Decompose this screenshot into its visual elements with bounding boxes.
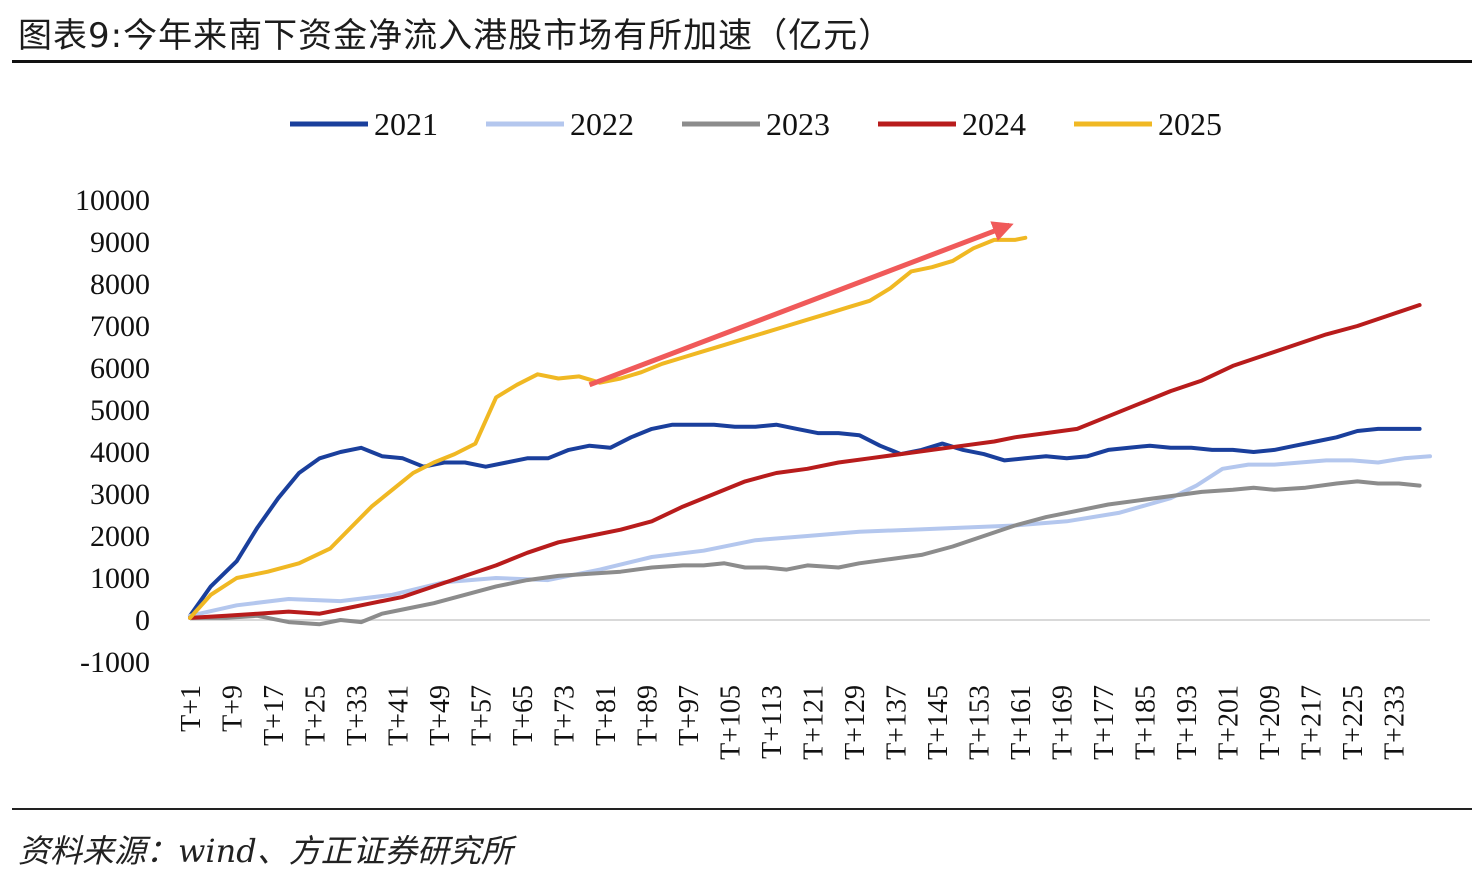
- series-line-2021: [188, 422, 1422, 618]
- y-axis: -1000 0 1000 2000 3000 4000 5000 6000 7000 8000 90…: [75, 184, 150, 679]
- y-tick-label: 1000: [90, 562, 150, 595]
- x-tick-label: T+153: [965, 685, 996, 760]
- x-tick-label: T+81: [591, 685, 622, 746]
- source-note: 资料来源：wind、方正证券研究所: [18, 832, 513, 870]
- series-line-2023: [188, 479, 1422, 627]
- y-tick-label: 5000: [90, 394, 150, 427]
- legend-label-2023: 2023: [766, 106, 830, 142]
- x-tick-label: T+9: [218, 685, 249, 732]
- x-tick-label: T+169: [1048, 685, 1079, 760]
- x-tick-label: T+161: [1006, 685, 1037, 760]
- chart-legend: 2021 2022 2023 2024 2025: [290, 106, 1222, 142]
- x-tick-label: T+129: [840, 685, 871, 760]
- series-line-2025: [188, 235, 1028, 620]
- x-tick-label: T+89: [633, 685, 664, 746]
- x-tick-label: T+201: [1214, 685, 1245, 760]
- x-tick-label: T+1: [176, 685, 207, 732]
- series-lines: [188, 235, 1432, 627]
- series-line-2022: [188, 454, 1432, 618]
- bottom-divider: [12, 808, 1472, 810]
- x-axis: T+1 T+9 T+17 T+25 T+33 T+41 T+49 T+57 T+65 T+73 T+…: [176, 619, 1430, 760]
- x-tick-label: T+25: [301, 685, 332, 746]
- y-tick-label: -1000: [80, 646, 150, 679]
- y-tick-label: 7000: [90, 310, 150, 343]
- x-tick-label: T+225: [1338, 685, 1369, 760]
- y-tick-label: 10000: [75, 184, 150, 217]
- x-tick-label: T+121: [799, 685, 830, 760]
- y-tick-label: 9000: [90, 226, 150, 259]
- trend-arrow: [588, 221, 1014, 388]
- top-divider: [12, 60, 1472, 63]
- y-tick-label: 8000: [90, 268, 150, 301]
- x-tick-label: T+233: [1380, 685, 1411, 760]
- y-tick-label: 6000: [90, 352, 150, 385]
- annotations: [588, 221, 1014, 388]
- x-tick-label: T+185: [1131, 685, 1162, 760]
- y-tick-label: 4000: [90, 436, 150, 469]
- x-tick-label: T+17: [259, 685, 290, 746]
- x-tick-label: T+33: [342, 685, 373, 746]
- x-tick-label: T+145: [923, 685, 954, 760]
- series-line-2024: [188, 303, 1422, 620]
- chart-title: 图表9:今年来南下资金净流入港股市场有所加速（亿元）: [18, 16, 894, 56]
- x-tick-label: T+113: [757, 685, 788, 759]
- x-tick-label: T+209: [1255, 685, 1286, 760]
- x-tick-label: T+41: [384, 685, 415, 746]
- x-tick-label: T+97: [674, 685, 705, 746]
- x-tick-label: T+217: [1297, 685, 1328, 760]
- x-tick-label: T+73: [550, 685, 581, 746]
- legend-label-2024: 2024: [962, 106, 1026, 142]
- y-tick-label: 3000: [90, 478, 150, 511]
- legend-label-2021: 2021: [374, 106, 438, 142]
- x-tick-label: T+57: [467, 685, 498, 746]
- y-tick-label: 2000: [90, 520, 150, 553]
- y-tick-label: 0: [135, 604, 150, 637]
- x-tick-label: T+137: [882, 685, 913, 760]
- x-tick-label: T+65: [508, 685, 539, 746]
- x-tick-label: T+193: [1172, 685, 1203, 760]
- legend-label-2025: 2025: [1158, 106, 1222, 142]
- x-tick-label: T+177: [1089, 685, 1120, 760]
- x-tick-label: T+105: [716, 685, 747, 760]
- x-tick-label: T+49: [425, 685, 456, 746]
- legend-label-2022: 2022: [570, 106, 634, 142]
